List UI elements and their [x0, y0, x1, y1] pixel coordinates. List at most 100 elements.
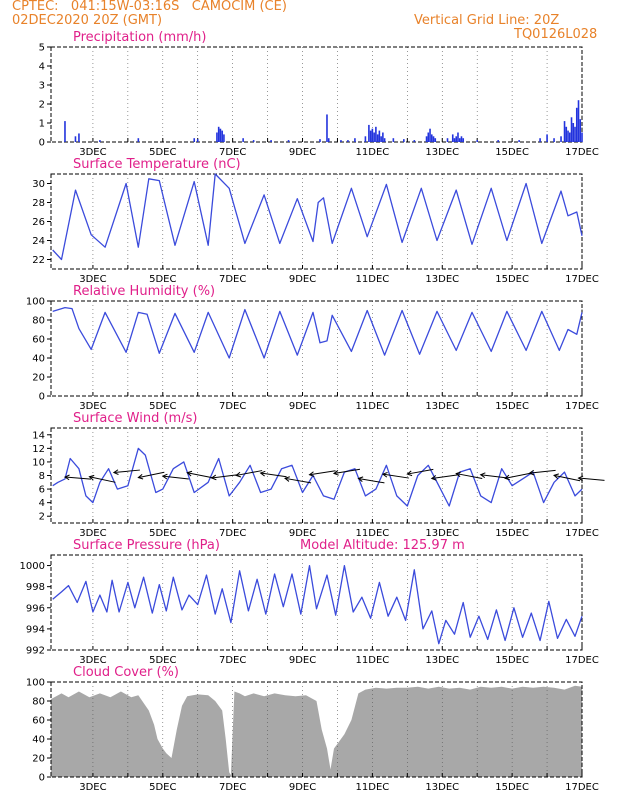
wind-arrow-head	[553, 473, 559, 479]
temp-xtick-label: 17DEC	[565, 274, 599, 285]
precip-xtick-label: 15DEC	[495, 147, 529, 158]
precip-bar	[429, 128, 431, 142]
wind-arrow-head	[357, 476, 364, 482]
cloud-xtick-label: 13DEC	[425, 782, 459, 793]
rh-xtick-label: 3DEC	[79, 401, 106, 412]
wind-arrow	[480, 474, 507, 479]
precip-bar	[99, 140, 101, 142]
temp-xtick-label: 5DEC	[149, 274, 176, 285]
precip-bar	[560, 136, 562, 142]
temp-frame	[50, 173, 583, 270]
pressure-ytick-label: 1000	[20, 561, 45, 572]
precip-bar	[546, 134, 548, 142]
precip-bar	[326, 114, 328, 142]
wind-arrow-head	[381, 471, 388, 478]
temp-xtick-label: 9DEC	[289, 274, 316, 285]
cloud-ytick-label: 20	[32, 754, 45, 765]
precip-bar	[354, 138, 356, 142]
wind-arrow	[236, 470, 263, 476]
temp-ytick-label: 28	[32, 198, 45, 209]
wind-ytick-label: 10	[32, 457, 45, 468]
precip-title: Precipitation (mm/h)	[73, 30, 206, 45]
wind-arrow-head	[137, 473, 144, 480]
cloud-xtick-label: 3DEC	[79, 782, 106, 793]
precip-bar	[340, 140, 342, 142]
pressure-xtick-label: 5DEC	[149, 655, 176, 666]
precip-xtick-label: 3DEC	[79, 147, 106, 158]
precip-bar	[327, 138, 330, 142]
rh-xtick-label: 11DEC	[356, 401, 390, 412]
wind-arrow	[284, 477, 312, 484]
temp-title: Surface Temperature (nC)	[73, 157, 241, 172]
wind-arrow	[529, 469, 556, 474]
wind-arrow-head	[528, 469, 535, 476]
precip-bar	[403, 139, 405, 142]
precip-bar	[579, 119, 582, 142]
precip-bar	[462, 138, 465, 142]
wind-arrow	[187, 472, 214, 479]
pressure-annotation: Model Altitude: 125.97 m	[300, 538, 465, 553]
cloud-title: Cloud Cover (%)	[73, 665, 179, 680]
wind-xtick-label: 15DEC	[495, 528, 529, 539]
rh-xtick-label: 17DEC	[565, 401, 599, 412]
temp-xtick-label: 3DEC	[79, 274, 106, 285]
wind-arrow	[64, 476, 92, 480]
wind-arrow	[431, 474, 458, 479]
wind-arrow	[260, 472, 287, 478]
cloud-xtick-label: 11DEC	[356, 782, 390, 793]
cloud-ytick-label: 100	[26, 678, 45, 689]
precip-xtick-label: 5DEC	[149, 147, 176, 158]
temp-series-line	[52, 173, 583, 261]
precip-bar	[137, 138, 140, 142]
wind-arrow-head	[332, 470, 339, 476]
precip-xtick-label: 13DEC	[425, 147, 459, 158]
precip-bar	[577, 100, 580, 142]
pressure-xtick-label: 11DEC	[356, 655, 390, 666]
wind-series-line	[52, 447, 583, 507]
cloud-xtick-label: 17DEC	[565, 782, 599, 793]
precip-bar	[570, 117, 573, 142]
wind-xtick-label: 3DEC	[79, 528, 106, 539]
precip-ytick-label: 1	[39, 119, 45, 130]
cloud-area	[51, 685, 582, 777]
temp-xtick-label: 11DEC	[356, 274, 390, 285]
station-header: CPTEC: 041:15W-03:16S CAMOCIM (CE)	[12, 0, 287, 14]
temp-xtick-label: 15DEC	[495, 274, 529, 285]
cloud-xtick-label: 5DEC	[149, 782, 176, 793]
precip-bar	[451, 134, 454, 142]
wind-arrow	[358, 477, 385, 484]
precip-bar	[430, 134, 433, 142]
rh-ytick-label: 60	[32, 335, 45, 346]
cloud-ytick-label: 0	[39, 773, 45, 784]
wind-arrow-head	[259, 470, 266, 477]
rh-xtick-label: 5DEC	[149, 401, 176, 412]
precip-bar	[252, 140, 255, 142]
pressure-xtick-label: 9DEC	[289, 655, 316, 666]
wind-xtick-label: 11DEC	[356, 528, 390, 539]
precip-bar	[382, 132, 384, 142]
wind-arrow	[211, 474, 238, 479]
rh-ytick-label: 0	[39, 392, 45, 403]
precip-bar	[380, 136, 382, 142]
wind-xtick-label: 13DEC	[425, 528, 459, 539]
precip-bar	[553, 138, 555, 142]
cloud-frame	[50, 681, 583, 778]
wind-xtick-label: 5DEC	[149, 528, 176, 539]
model-id: TQ0126L028	[514, 27, 598, 42]
wind-arrow-head	[455, 471, 462, 478]
wind-arrow	[505, 472, 532, 479]
rh-ytick-label: 80	[32, 316, 45, 327]
wind-xtick-label: 7DEC	[219, 528, 246, 539]
precip-bar	[568, 132, 571, 142]
wind-arrow	[382, 473, 409, 479]
precip-bar	[413, 140, 416, 142]
rh-xtick-label: 7DEC	[219, 401, 246, 412]
cloud-ytick-label: 40	[32, 735, 45, 746]
precip-bar	[574, 126, 576, 142]
wind-ytick-label: 12	[32, 444, 45, 455]
wind-arrow-head	[186, 470, 193, 477]
wind-xtick-label: 17DEC	[565, 528, 599, 539]
wind-xtick-label: 9DEC	[289, 528, 316, 539]
temp-ytick-label: 30	[32, 179, 45, 190]
wind-frame	[50, 427, 583, 524]
